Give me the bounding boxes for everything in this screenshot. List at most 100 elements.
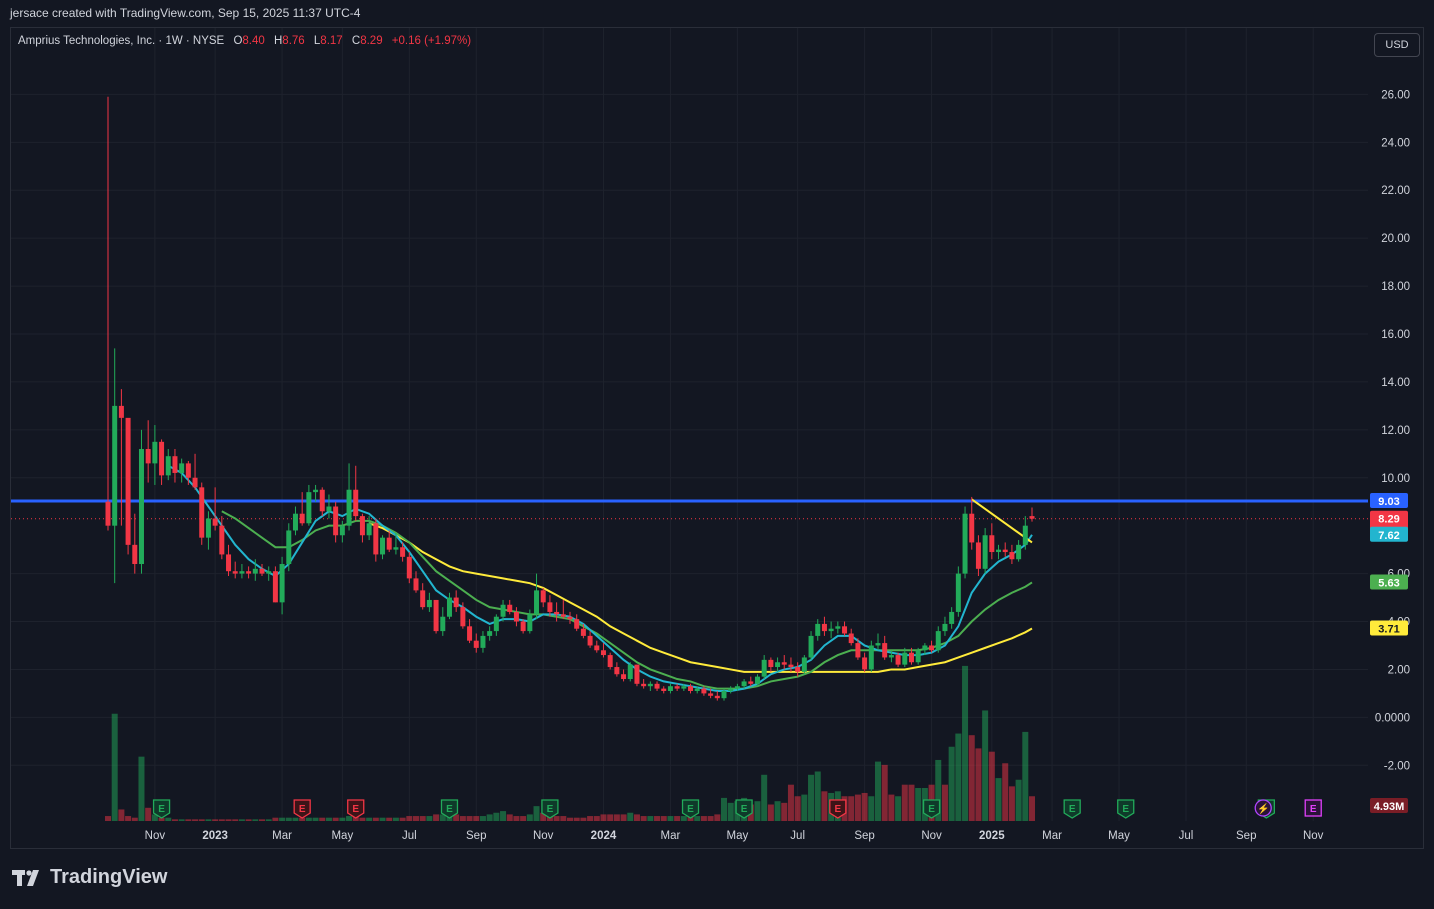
volume-bar [118,809,125,821]
volume-bar [1029,796,1035,821]
candle-body [929,645,935,651]
x-tick-label: Nov [1303,830,1324,842]
volume-bar [292,817,299,821]
candle-body [540,590,546,603]
volume-bar [861,792,868,821]
candle-body [768,659,774,668]
price-label-box [1370,798,1408,814]
volume-bar [399,817,406,821]
volume-bar [955,733,962,821]
price-label-box [1370,526,1408,542]
candle-body [982,535,988,569]
volume-bar [419,816,426,821]
chart-pane[interactable] [10,27,1424,849]
x-tick-label: May [331,830,353,842]
volume-bar [553,816,560,821]
earnings-marker-letter: E [352,804,359,815]
volume-bar [165,817,172,821]
price-label: 7.62 [1378,530,1399,542]
volume-bar [620,814,627,821]
candle-body [821,623,827,632]
candle-body [1029,516,1035,519]
volume-bar [787,784,794,821]
candle-body [641,683,647,687]
price-label-box [1370,574,1408,590]
volume-bar [192,819,199,821]
volume-bar [332,817,339,821]
x-tick-label: 2024 [591,830,617,842]
x-tick-label: Jul [402,830,417,842]
candle-body [547,602,553,612]
candle-body [862,657,868,670]
candle-body [406,556,412,579]
x-tick-label: Sep [1236,830,1256,842]
volume-bar [533,806,540,821]
volume-bar [633,814,640,821]
candle-body [788,664,794,668]
candle-body [614,667,620,675]
price-label: 3.71 [1378,623,1399,635]
candle-body [567,616,573,620]
candle-body [446,597,452,617]
candle-body [513,611,519,622]
volume-bar [560,816,567,821]
candle-body [112,405,118,526]
candle-body [975,542,981,569]
lightning-icon-glyph: ⚡ [1257,802,1269,815]
volume-bar [272,817,279,821]
volume-bar [386,817,393,821]
volume-bar [185,819,192,821]
open-value: 8.40 [242,35,265,47]
event-markers: EEEEEEEEEEEE⚡E [152,799,1322,819]
price-label: 8.29 [1378,514,1399,526]
y-tick-label: 12.00 [1381,425,1410,437]
candle-body [500,604,506,617]
volume-bar [875,761,881,821]
candle-body [333,506,339,536]
candle-body [815,623,821,636]
volume-bar [439,814,446,821]
price-label: 5.63 [1378,577,1399,589]
volume-bar [774,801,781,821]
candle-body [252,568,258,574]
volume-bar [325,817,332,821]
volume-bar [473,816,480,821]
volume-bar [1022,731,1029,821]
candle-body [266,571,272,574]
volume-bar [131,817,138,821]
earnings-marker [152,799,171,819]
volume-bar [433,814,440,821]
ema-slow-line [368,522,1033,673]
candle-body [647,683,653,687]
y-tick-label: 20.00 [1381,233,1410,245]
volume-bar [151,814,158,821]
volume-bar [700,816,707,821]
y-tick-label: 14.00 [1381,377,1410,389]
candle-body [828,628,834,632]
x-tick-label: May [727,830,749,842]
currency-button[interactable]: USD [1374,33,1420,57]
volume-bar [285,817,292,821]
candle-body [855,643,861,658]
volume-bar [754,801,761,821]
volume-bar [794,796,801,821]
volume-bar [680,816,687,821]
candle-body [701,688,707,694]
candle-body [922,645,928,651]
candle-body [835,626,841,629]
candle-body [286,530,292,565]
x-tick-label: 2023 [202,830,228,842]
candle-body [272,571,278,603]
candle-body [346,489,352,526]
candle-body [795,667,801,672]
candle-body [621,674,627,680]
volume-bar [506,814,513,821]
moving-averages [11,464,1368,693]
earnings-marker [735,799,753,819]
upcoming-earnings-marker [1304,799,1322,817]
brand-name: TradingView [50,866,168,888]
candle-body [674,686,680,689]
volume-bar [580,817,587,821]
high-label: H [273,35,283,47]
